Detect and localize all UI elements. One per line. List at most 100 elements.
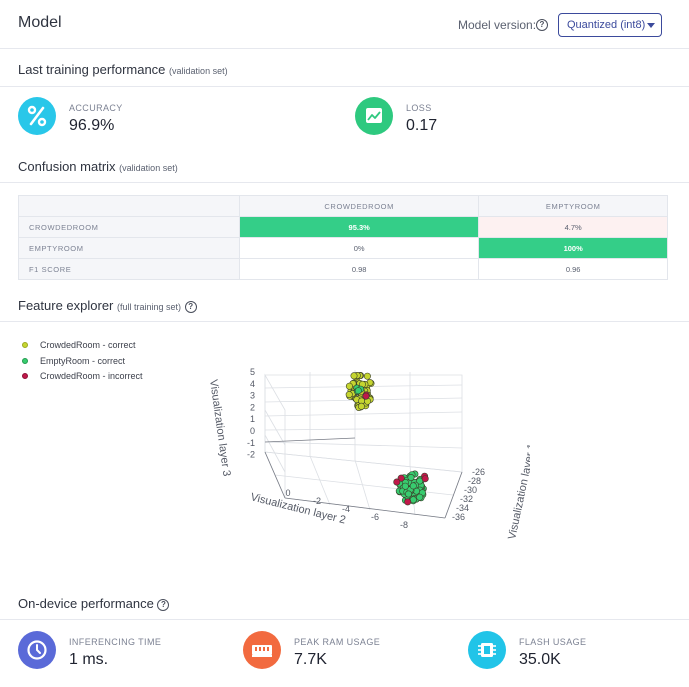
tick-label: 5 <box>250 367 255 377</box>
loss-label: LOSS <box>406 103 432 113</box>
tick-label: -4 <box>342 504 350 514</box>
explorer-section-title: Feature explorer (full training set) ? <box>18 298 197 313</box>
legend-label: CrowdedRoom - correct <box>40 340 136 350</box>
training-title: Last training performance <box>18 62 166 77</box>
table-row: CROWDEDROOM 95.3% 4.7% <box>18 216 668 238</box>
tick-label: -36 <box>452 512 465 522</box>
corner-cell <box>18 195 240 217</box>
tick-label: 0 <box>285 488 290 498</box>
explorer-subtitle: (full training set) <box>117 302 182 312</box>
scatter-point <box>345 391 353 399</box>
f1-cell: 0.98 <box>238 258 480 280</box>
tick-label: -32 <box>460 494 473 504</box>
column-header: EMPTYROOM <box>478 195 668 217</box>
trend-chart-icon <box>355 97 393 135</box>
z-axis-title: Visualization layer 3 <box>207 379 232 477</box>
legend-label: EmptyRoom - correct <box>40 355 126 366</box>
divider <box>0 48 689 49</box>
chip-icon <box>468 631 506 669</box>
accuracy-metric: ACCURACY 96.9% <box>18 97 218 137</box>
matrix-cell: 4.7% <box>478 216 668 238</box>
tick-label: -8 <box>400 520 408 530</box>
divider <box>0 619 689 620</box>
table-header-row: CROWDEDROOM EMPTYROOM <box>18 195 668 217</box>
peak-ram-metric: PEAK RAM USAGE 7.7K <box>243 631 443 671</box>
model-version-label: Model version: <box>458 18 537 32</box>
row-header: CROWDEDROOM <box>18 216 240 238</box>
tick-label: 0 <box>250 426 255 436</box>
scatter-point <box>416 493 424 501</box>
scatter-point <box>404 498 412 506</box>
scatter-point <box>362 392 370 400</box>
confusion-subtitle: (validation set) <box>119 163 178 173</box>
tick-label: -1 <box>247 438 255 448</box>
page-title: Model <box>18 14 62 31</box>
inferencing-time-label: INFERENCING TIME <box>69 637 162 647</box>
scatter-point <box>397 474 405 482</box>
tick-label: 4 <box>250 379 255 389</box>
model-version-select[interactable]: Quantized (int8) <box>558 13 662 37</box>
tick-label: -28 <box>468 476 481 486</box>
axis-ticks: 5 4 32 1 0 -1 -2 0 -2 -4 -6 -8 -26-28-30-32-34-36 <box>247 367 485 530</box>
scatter-point <box>357 402 365 410</box>
confusion-matrix-table: CROWDEDROOM EMPTYROOM CROWDEDROOM 95.3% … <box>18 195 668 280</box>
scatter-point <box>350 372 358 380</box>
legend-marker <box>22 373 28 379</box>
loss-value: 0.17 <box>406 117 438 134</box>
tick-label: -2 <box>313 496 321 506</box>
legend-item[interactable]: CrowdedRoom - correct <box>20 340 143 356</box>
peak-ram-value: 7.7K <box>294 651 327 668</box>
help-icon[interactable]: ? <box>157 598 170 611</box>
explorer-title: Feature explorer <box>18 298 114 313</box>
scatter-point <box>409 482 417 490</box>
f1-cell: 0.96 <box>478 258 668 280</box>
scatter-point <box>393 478 401 486</box>
tick-label: -34 <box>456 503 469 513</box>
flash-usage-value: 35.0K <box>519 651 561 668</box>
scatter-points <box>345 371 429 506</box>
legend-marker <box>22 357 28 364</box>
matrix-cell: 100% <box>478 237 668 259</box>
confusion-title: Confusion matrix <box>18 159 116 174</box>
matrix-cell: 0% <box>238 237 480 259</box>
scatter-point <box>401 482 409 490</box>
divider <box>0 86 689 87</box>
table-row: F1 SCORE 0.98 0.96 <box>18 258 668 280</box>
confusion-section-title: Confusion matrix (validation set) <box>18 159 178 174</box>
header: Model Model version: ? Quantized (int8) <box>0 0 689 48</box>
scatter-point <box>354 387 362 395</box>
column-header: CROWDEDROOM <box>238 195 480 217</box>
tick-label: -26 <box>472 467 485 477</box>
model-version-value: Quantized (int8) <box>567 19 646 31</box>
device-section-title: On-device performance ? <box>18 596 170 611</box>
scatter-point <box>421 475 429 483</box>
help-icon[interactable]: ? <box>536 19 548 31</box>
flash-usage-label: FLASH USAGE <box>519 637 587 647</box>
percent-icon <box>18 97 56 135</box>
device-title: On-device performance <box>18 596 154 611</box>
tick-label: -30 <box>464 485 477 495</box>
legend-item[interactable]: CrowdedRoom - incorrect <box>20 371 143 387</box>
accuracy-value: 96.9% <box>69 117 115 134</box>
help-icon[interactable]: ? <box>184 300 197 313</box>
scatter-point <box>407 474 415 482</box>
tick-label: 1 <box>250 414 255 424</box>
legend-item[interactable]: EmptyRoom - correct <box>20 356 143 372</box>
inferencing-time-metric: INFERENCING TIME 1 ms. <box>18 631 218 671</box>
legend-label: CrowdedRoom - incorrect <box>40 371 143 381</box>
divider <box>0 182 689 183</box>
plot-legend: CrowdedRoom - correct EmptyRoom - correc… <box>20 340 143 387</box>
table-row: EMPTYROOM 0% 100% <box>18 237 668 259</box>
flash-usage-metric: FLASH USAGE 35.0K <box>468 631 668 671</box>
tick-label: 2 <box>250 402 255 412</box>
scatter-point <box>363 372 371 380</box>
ram-icon <box>243 631 281 669</box>
scatter-point <box>405 490 413 498</box>
legend-marker <box>22 342 28 348</box>
inferencing-time-value: 1 ms. <box>69 651 109 668</box>
training-section-title: Last training performance (validation se… <box>18 62 228 77</box>
3d-scatter-plot[interactable]: 5 4 32 1 0 -1 -2 0 -2 -4 -6 -8 -26-28-30-32-34-36 Vi… <box>200 350 530 550</box>
scatter-point <box>345 382 353 390</box>
x-axis-title: Visualization layer 1 <box>506 443 530 541</box>
matrix-cell: 95.3% <box>238 216 480 238</box>
